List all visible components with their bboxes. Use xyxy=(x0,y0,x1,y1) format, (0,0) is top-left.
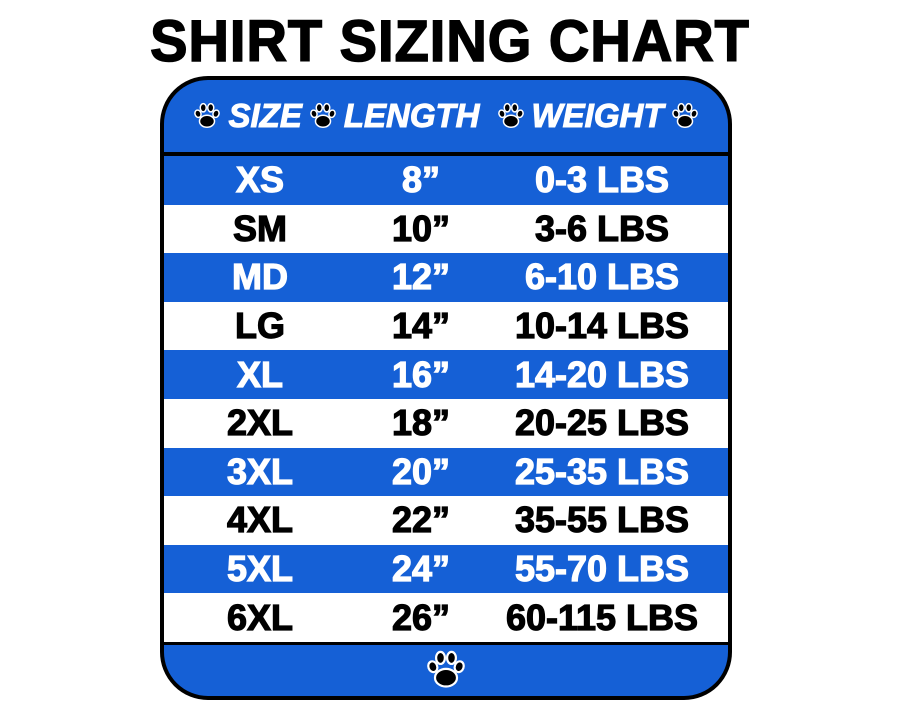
length-cell: 16” xyxy=(391,353,451,395)
table-body: XS 8” 0-3 LBS SM 10” 3-6 LBS MD 12” 6-10 LBS LG 14… xyxy=(164,156,728,642)
weight-cell: 25-35 LBS xyxy=(514,450,690,492)
table-row: SM 10” 3-6 LBS xyxy=(164,204,728,254)
table-row: LG 14” 10-14 LBS xyxy=(164,301,728,351)
size-cell: 6XL xyxy=(226,596,294,638)
length-cell: 14” xyxy=(391,304,451,347)
length-cell: 20” xyxy=(391,450,451,492)
size-cell: SM xyxy=(232,207,287,249)
sizing-table: SIZE LENGTH WEIGHT XS 8” 0-3 LBS SM 10” 3-6 L… xyxy=(160,76,732,700)
table-row: 3XL 20” 25-35 LBS xyxy=(164,447,728,497)
length-cell: 26” xyxy=(391,596,451,638)
table-row: 6XL 26” 60-115 LBS xyxy=(164,593,728,642)
paw-print-icon xyxy=(496,101,526,131)
table-row: XL 16” 14-20 LBS xyxy=(164,350,728,399)
table-row: MD 12” 6-10 LBS xyxy=(164,253,728,302)
weight-cell: 0-3 LBS xyxy=(534,159,670,201)
weight-cell: 6-10 LBS xyxy=(524,256,680,298)
paw-print-icon xyxy=(308,101,338,131)
paw-print-icon xyxy=(424,648,468,692)
size-cell: 4XL xyxy=(226,499,294,541)
length-cell: 22” xyxy=(391,499,451,541)
size-cell: 5XL xyxy=(226,547,294,590)
table-row: XS 8” 0-3 LBS xyxy=(164,156,728,205)
paw-print-icon xyxy=(670,101,700,131)
table-row: 5XL 24” 55-70 LBS xyxy=(164,544,728,594)
weight-cell: 55-70 LBS xyxy=(514,547,690,590)
table-row: 2XL 18” 20-25 LBS xyxy=(164,398,728,448)
size-cell: 2XL xyxy=(226,402,294,444)
size-cell: XL xyxy=(236,353,283,395)
weight-cell: 35-55 LBS xyxy=(514,499,690,541)
weight-cell: 14-20 LBS xyxy=(514,353,690,395)
paw-print-icon xyxy=(192,101,222,131)
page-title: SHIRT SIZING CHART xyxy=(149,7,750,75)
length-cell: 12” xyxy=(391,256,451,298)
length-cell: 8” xyxy=(401,159,441,201)
header-size: SIZE xyxy=(228,97,302,135)
header-length: LENGTH xyxy=(343,97,480,135)
weight-cell: 3-6 LBS xyxy=(534,207,670,249)
table-header: SIZE LENGTH WEIGHT xyxy=(164,80,728,156)
size-cell: 3XL xyxy=(226,450,294,492)
weight-cell: 60-115 LBS xyxy=(505,596,699,638)
weight-cell: 20-25 LBS xyxy=(514,402,690,444)
table-footer xyxy=(164,641,728,695)
length-cell: 18” xyxy=(391,402,451,444)
weight-cell: 10-14 LBS xyxy=(514,304,690,347)
size-cell: XS xyxy=(235,159,285,201)
table-row: 4XL 22” 35-55 LBS xyxy=(164,496,728,545)
length-cell: 10” xyxy=(391,207,451,249)
size-cell: LG xyxy=(234,304,285,347)
header-weight: WEIGHT xyxy=(531,97,664,135)
length-cell: 24” xyxy=(391,547,451,590)
size-cell: MD xyxy=(231,256,288,298)
